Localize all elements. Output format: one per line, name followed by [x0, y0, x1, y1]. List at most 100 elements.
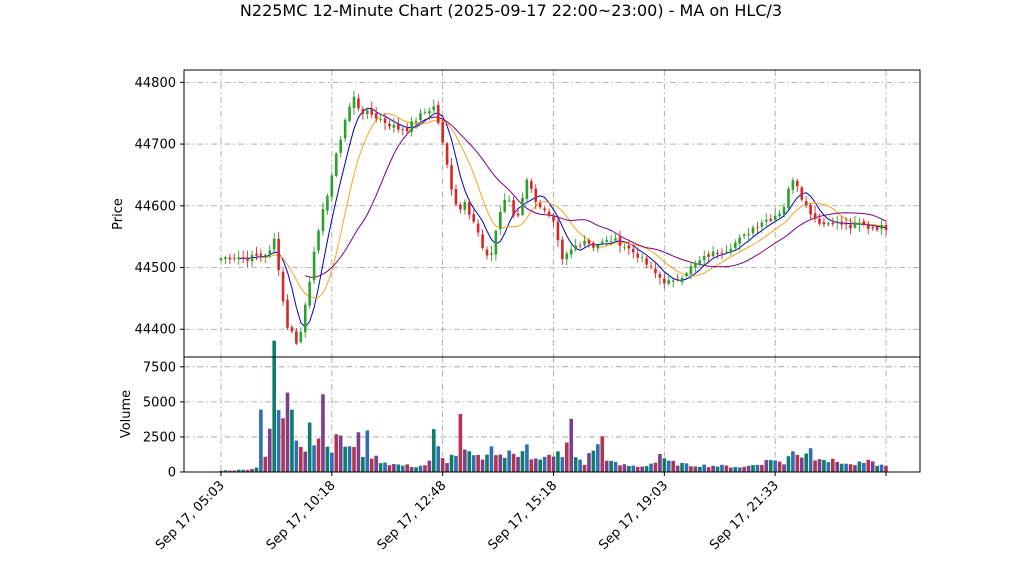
candle-body [233, 257, 236, 259]
volume-bar [467, 451, 472, 472]
candle-body [694, 263, 697, 268]
volume-bar [857, 461, 862, 472]
candle-body [303, 304, 307, 333]
volume-bar [392, 463, 396, 472]
candle [835, 215, 839, 230]
candle-body [680, 277, 684, 283]
candle [609, 235, 613, 246]
volume-bar [423, 465, 427, 472]
volume-bar [299, 446, 303, 472]
candle [587, 238, 591, 248]
candle-body [481, 234, 484, 249]
volume-bar [724, 465, 729, 472]
volume-bar [285, 392, 290, 472]
volume-bar [751, 465, 755, 472]
candle-body [281, 271, 285, 302]
candle [419, 108, 422, 125]
volume-bar [737, 467, 742, 472]
volume-bar [556, 451, 560, 472]
candle [574, 238, 577, 252]
candle-body [334, 153, 338, 176]
volume-bar [542, 456, 547, 472]
candle-body [738, 237, 741, 244]
candle [264, 253, 267, 264]
candle-body [436, 105, 440, 124]
volume-panel-frame [183, 356, 921, 473]
candle [782, 203, 786, 218]
candle-body [756, 226, 759, 228]
candle-body [698, 260, 702, 265]
candle-body [241, 257, 245, 259]
candle-body [858, 222, 861, 225]
candle-body [627, 245, 631, 249]
candle-body [272, 238, 276, 250]
volume-bar [640, 466, 644, 472]
candle-body [871, 227, 874, 229]
volume-bar [383, 462, 387, 472]
candle-body [467, 201, 471, 215]
x-tick-label: Sep 17, 21:33 [707, 478, 782, 553]
candle-body [379, 119, 382, 121]
candle-body [849, 224, 852, 229]
candle [538, 199, 542, 209]
candle-body [751, 227, 755, 234]
candle-body [401, 129, 405, 131]
volume-bar [742, 466, 746, 472]
candle [796, 178, 799, 192]
candle [840, 216, 843, 230]
candle-body [432, 106, 436, 111]
volume-bar [511, 453, 516, 472]
volume-bar [760, 464, 764, 472]
candle [503, 193, 507, 214]
candle [787, 186, 790, 211]
candle [530, 178, 533, 194]
candle-body [277, 238, 280, 271]
candle [467, 199, 471, 220]
candle [246, 250, 249, 268]
candle [334, 152, 338, 178]
volume-bar [684, 463, 689, 472]
candle [485, 246, 489, 260]
candle-body [494, 230, 498, 255]
candle [592, 241, 595, 252]
volume-bar [729, 467, 733, 472]
candle [751, 224, 755, 237]
candle [423, 108, 427, 115]
candle-body [618, 236, 622, 246]
candle [272, 232, 276, 254]
x-tick-label: Sep 17, 10:18 [264, 478, 339, 553]
volume-bar [281, 418, 285, 472]
candle-body [809, 204, 812, 215]
volume-bar [582, 464, 587, 472]
candle [290, 324, 294, 334]
volume-bar [587, 453, 591, 472]
volume-bar [516, 456, 520, 472]
candle-body [778, 213, 781, 217]
candle-body [796, 180, 799, 187]
volume-bar [334, 434, 339, 472]
candle [312, 246, 316, 285]
candle-body [374, 113, 378, 119]
candle [516, 208, 520, 218]
candle [725, 244, 728, 255]
candle [747, 227, 750, 243]
volume-bar [427, 460, 432, 472]
candle-body [827, 223, 830, 225]
candle [525, 177, 529, 203]
volume-bar [263, 456, 268, 472]
candle-body [711, 251, 715, 257]
volume-bar [631, 465, 636, 472]
candle-body [410, 121, 413, 132]
candle-body [791, 180, 795, 190]
candle-body [259, 253, 263, 256]
candle [827, 221, 830, 227]
candle-body [441, 121, 444, 143]
x-tick-label: Sep 17, 19:03 [596, 478, 671, 553]
x-tick-label: Sep 17, 05:03 [153, 478, 228, 553]
candle [330, 171, 334, 202]
x-tick-label: Sep 17, 12:48 [375, 478, 450, 553]
candle-body [490, 253, 493, 255]
candle [255, 246, 258, 261]
volume-bar [653, 462, 658, 472]
candle [366, 107, 369, 120]
